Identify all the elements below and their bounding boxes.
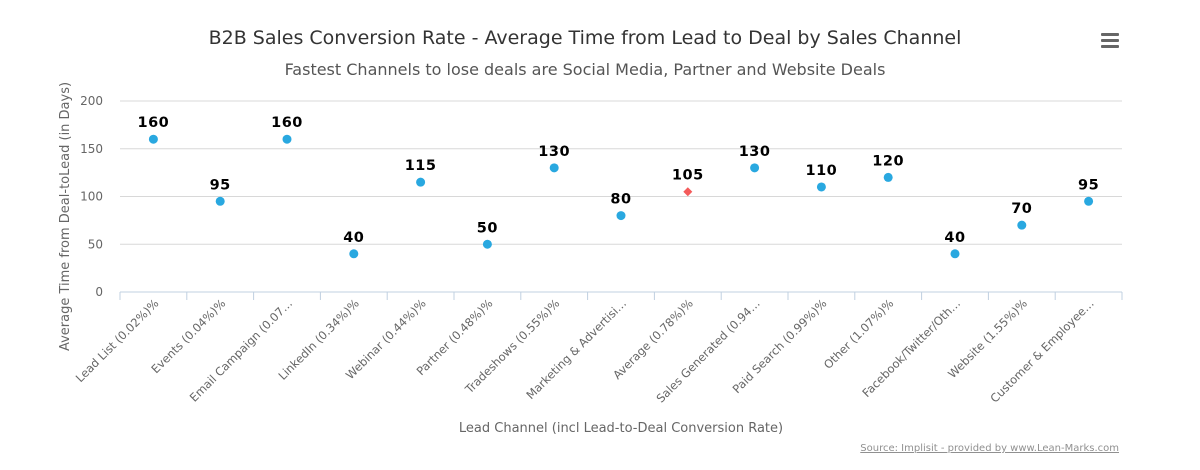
x-axis-ticks: Lead List (0.02%)%Events (0.04%)%Email C… — [73, 292, 1123, 406]
y-axis-title: Average Time from Deal-toLead (in Days) — [58, 82, 73, 351]
data-point[interactable] — [750, 163, 760, 173]
data-label: 130 — [538, 144, 570, 160]
data-point[interactable] — [950, 249, 960, 259]
data-point[interactable] — [148, 134, 158, 144]
data-label: 160 — [271, 115, 303, 131]
data-label: 70 — [1011, 201, 1032, 217]
data-label: 80 — [610, 192, 631, 208]
x-tick-label: Other (1.07%)% — [821, 296, 897, 372]
y-axis-ticks: 0 50 100 150 200 — [80, 94, 103, 299]
y-tick-label: 50 — [88, 237, 103, 251]
data-point[interactable] — [616, 211, 626, 221]
x-tick-label: Lead List (0.02%)% — [73, 296, 162, 385]
x-axis-title: Lead Channel (incl Lead-to-Deal Conversi… — [459, 421, 783, 436]
grid-lines — [120, 100, 1122, 245]
data-point[interactable] — [282, 134, 292, 144]
data-point[interactable] — [816, 182, 826, 192]
data-points — [148, 134, 1094, 259]
y-tick-label: 0 — [95, 285, 103, 299]
hamburger-menu-icon[interactable] — [1101, 33, 1119, 48]
data-label: 120 — [872, 153, 904, 169]
data-label: 95 — [1078, 177, 1099, 193]
data-point[interactable] — [349, 249, 359, 259]
chart-title: B2B Sales Conversion Rate - Average Time… — [209, 27, 962, 49]
data-point[interactable] — [883, 172, 893, 182]
data-point[interactable] — [482, 239, 492, 249]
data-label: 40 — [343, 230, 364, 246]
data-point-diamond[interactable] — [683, 187, 693, 197]
data-label: 50 — [477, 220, 498, 236]
data-label: 110 — [806, 163, 838, 179]
data-label: 160 — [138, 115, 170, 131]
data-point[interactable] — [1084, 196, 1094, 206]
y-tick-label: 200 — [80, 94, 103, 108]
data-label: 115 — [405, 158, 437, 174]
data-point[interactable] — [215, 196, 225, 206]
data-label: 130 — [739, 144, 771, 160]
data-label: 105 — [672, 168, 704, 184]
data-point[interactable] — [549, 163, 559, 173]
y-tick-label: 150 — [80, 142, 103, 156]
y-tick-label: 100 — [80, 190, 103, 204]
credits-link[interactable]: Source: Implisit - provided by www.Lean-… — [860, 443, 1119, 454]
data-label: 95 — [210, 177, 231, 193]
chart-subtitle: Fastest Channels to lose deals are Socia… — [285, 60, 886, 79]
data-label: 40 — [944, 230, 965, 246]
data-point[interactable] — [1017, 220, 1027, 230]
data-labels: 160 95 160 40 115 50 130 80 105 130 110 120 40 70 95 — [138, 115, 1099, 246]
data-point[interactable] — [416, 177, 426, 187]
